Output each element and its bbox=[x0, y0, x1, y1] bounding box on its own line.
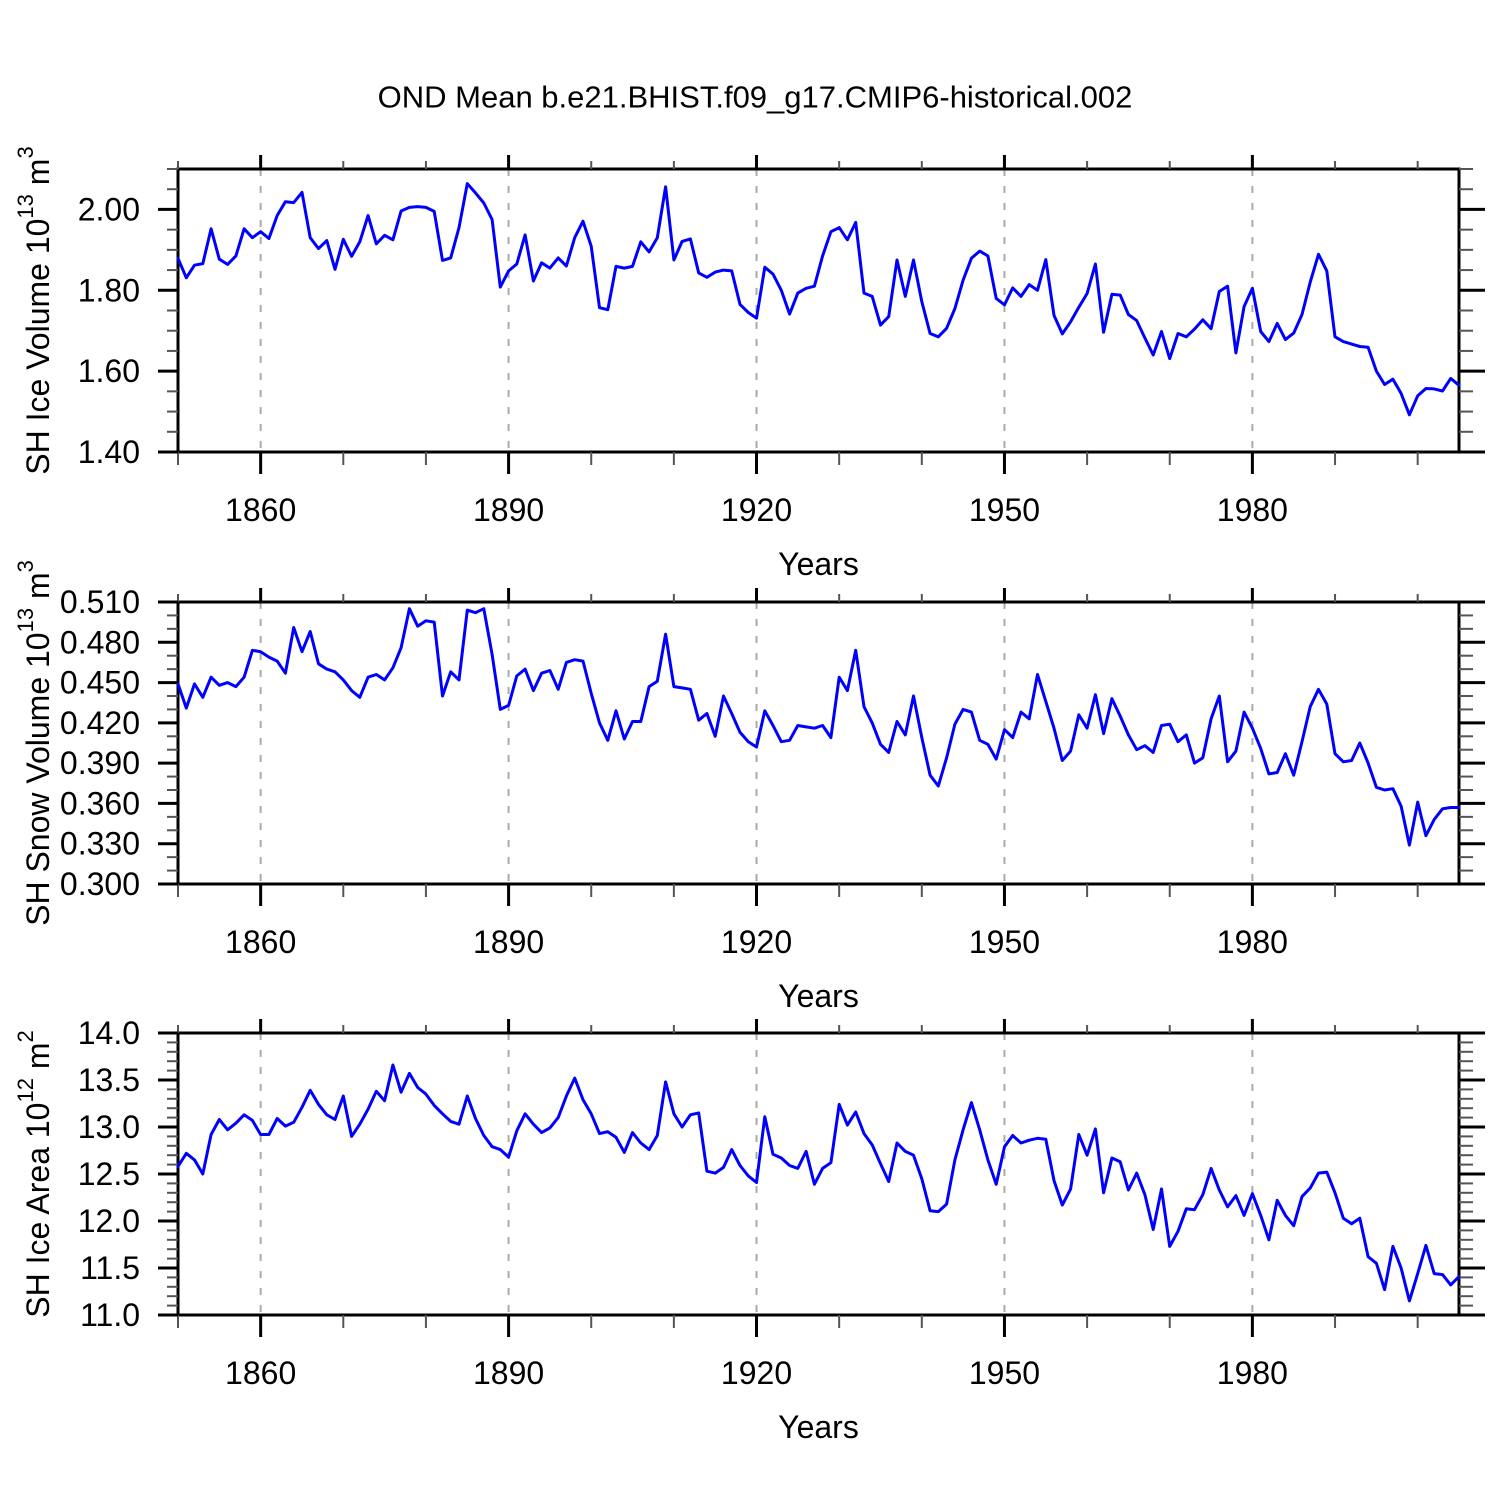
series-line-sh-ice-area bbox=[176, 1063, 1461, 1303]
y-tick-label: 0.450 bbox=[60, 665, 140, 701]
y-tick-label: 0.300 bbox=[60, 866, 140, 902]
x-tick-label: 1920 bbox=[721, 492, 792, 528]
plots-group: 1860 1890 1920 1950 1980 2.00 1.80 1.60 1.40 Year… bbox=[13, 146, 1485, 1445]
plot-sh-ice-volume: 1860 1890 1920 1950 1980 2.00 1.80 1.60 1.40 Year… bbox=[13, 146, 1485, 582]
x-tick-label: 1860 bbox=[225, 924, 296, 960]
y-axis-title: SH Snow Volume 1013 m3 bbox=[13, 560, 57, 926]
x-tick-label: 1980 bbox=[1217, 924, 1288, 960]
y-tick-label: 11.5 bbox=[80, 1250, 140, 1286]
chart-title: OND Mean b.e21.BHIST.f09_g17.CMIP6-histo… bbox=[378, 80, 1133, 115]
x-tick-label: 1980 bbox=[1217, 1355, 1288, 1391]
y-tick-label: 0.420 bbox=[60, 705, 140, 741]
series-line-sh-snow-volume bbox=[176, 607, 1461, 847]
y-tick-label: 12.5 bbox=[78, 1156, 140, 1192]
x-axis-title: Years bbox=[778, 546, 859, 582]
y-axis-title: SH Ice Volume 1013 m3 bbox=[13, 146, 57, 474]
x-axis-title: Years bbox=[778, 978, 859, 1014]
x-tick-label: 1860 bbox=[225, 492, 296, 528]
y-tick-label: 1.40 bbox=[78, 434, 140, 470]
x-tick-label: 1920 bbox=[721, 924, 792, 960]
x-tick-label: 1890 bbox=[473, 1355, 544, 1391]
y-tick-label: 0.360 bbox=[60, 785, 140, 821]
plot-sh-ice-area: 1860 1890 1920 1950 1980 14.0 13.5 13.0 12.5 12.0… bbox=[13, 1015, 1485, 1445]
x-tick-label: 1860 bbox=[225, 1355, 296, 1391]
y-axis-title: SH Ice Area 1012 m2 bbox=[13, 1030, 57, 1318]
y-tick-label: 13.5 bbox=[78, 1062, 140, 1098]
y-tick-label: 0.330 bbox=[60, 826, 140, 862]
plot-frame bbox=[176, 167, 1461, 454]
x-tick-label: 1980 bbox=[1217, 492, 1288, 528]
y-tick-label: 1.60 bbox=[78, 353, 140, 389]
x-tick-label: 1890 bbox=[473, 924, 544, 960]
x-tick-label: 1950 bbox=[969, 1355, 1040, 1391]
x-tick-label: 1890 bbox=[473, 492, 544, 528]
x-tick-label: 1920 bbox=[721, 1355, 792, 1391]
y-tick-label: 0.510 bbox=[60, 584, 140, 620]
plot-sh-snow-volume: 1860 1890 1920 1950 1980 0.510 0.480 0.450 0.420… bbox=[13, 560, 1485, 1014]
plot-frame bbox=[176, 600, 1461, 886]
y-tick-label: 13.0 bbox=[78, 1109, 140, 1145]
y-tick-label: 14.0 bbox=[78, 1015, 140, 1051]
x-axis-title: Years bbox=[778, 1409, 859, 1445]
x-tick-label: 1950 bbox=[969, 924, 1040, 960]
y-tick-label: 11.0 bbox=[80, 1297, 140, 1333]
x-tick-label: 1950 bbox=[969, 492, 1040, 528]
y-tick-label: 0.480 bbox=[60, 624, 140, 660]
y-tick-label: 12.0 bbox=[78, 1203, 140, 1239]
y-tick-label: 1.80 bbox=[78, 272, 140, 308]
series-line-sh-ice-volume bbox=[176, 182, 1461, 417]
y-tick-label: 0.390 bbox=[60, 745, 140, 781]
y-tick-label: 2.00 bbox=[78, 191, 140, 227]
